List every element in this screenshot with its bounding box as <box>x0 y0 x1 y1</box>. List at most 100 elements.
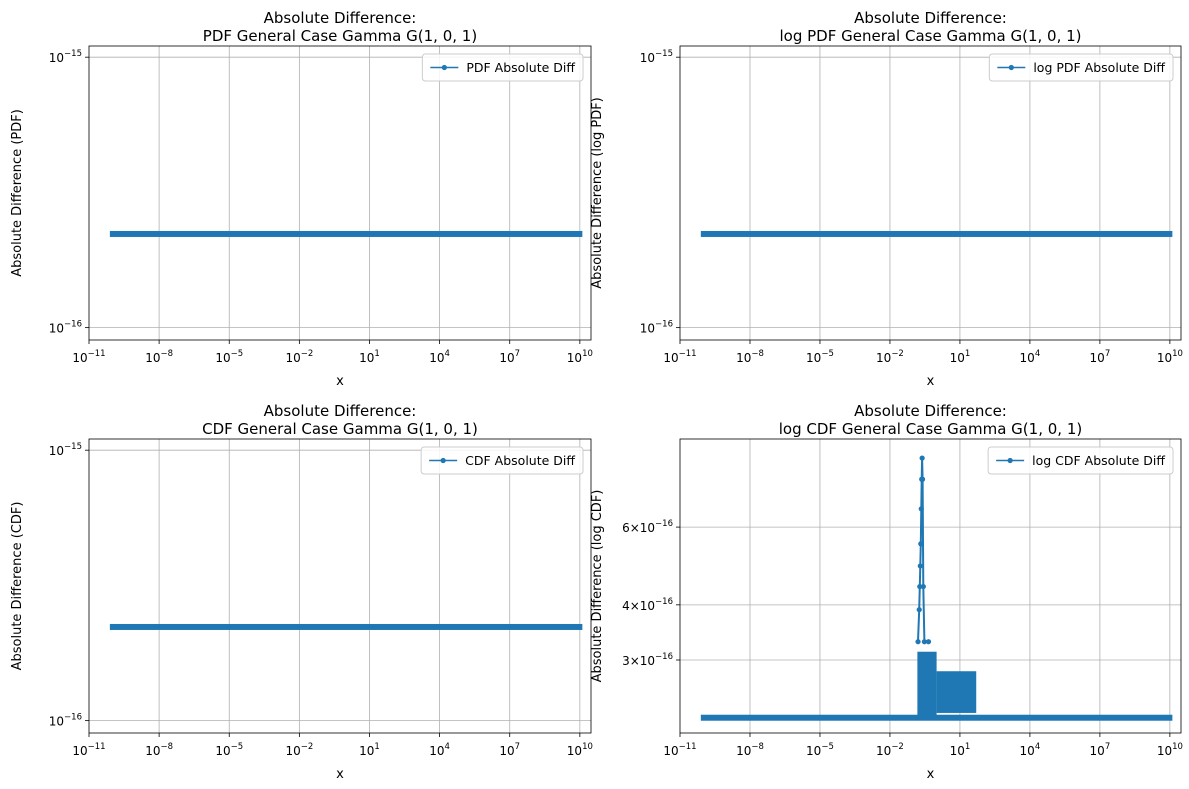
legend-box <box>988 53 1174 82</box>
x-tick-label: 101 <box>359 742 380 758</box>
x-tick-label: 107 <box>499 349 520 365</box>
axes-frame <box>88 45 592 341</box>
x-ticks: 10−11 10−8 10−5 10−2 101 104 107 1010 <box>72 340 593 365</box>
chart-title-line1: Absolute Difference: <box>854 402 1007 420</box>
x-tick-label: 107 <box>1090 349 1111 365</box>
spike-point <box>920 583 926 590</box>
x-tick-label: 10−8 <box>145 349 173 365</box>
y-tick-label: 3×10−16 <box>622 652 673 668</box>
x-tick-label: 10−2 <box>876 349 904 365</box>
subplot-pdf: 10−11 10−8 10−5 10−2 101 104 107 1010 10−16 10−15… <box>10 9 593 389</box>
x-tick-label: 10−5 <box>806 349 834 365</box>
legend: log PDF Absolute Diff <box>988 53 1174 82</box>
x-ticks: 10−11 10−8 10−5 10−2 101 104 107 1010 <box>72 733 593 758</box>
y-tick-label: 10−15 <box>49 442 82 458</box>
legend-box <box>420 446 584 475</box>
series-log-cdf <box>700 455 1173 721</box>
x-tick-label: 104 <box>1020 349 1041 365</box>
grid-lines <box>89 439 591 733</box>
x-tick-label: 1010 <box>1157 349 1183 365</box>
x-axis-label: x <box>336 767 344 782</box>
series-pdf <box>109 230 583 237</box>
axes-frame <box>679 438 1182 734</box>
y-tick-label: 10−15 <box>640 49 673 65</box>
x-axis-label: x <box>927 374 935 389</box>
spike-point <box>919 476 926 482</box>
x-tick-label: 10−11 <box>663 742 696 758</box>
spike-point <box>915 639 921 645</box>
grid-lines <box>680 46 1181 340</box>
x-tick-label: 101 <box>359 349 380 365</box>
y-tick-label: 10−15 <box>49 49 82 65</box>
legend: CDF Absolute Diff <box>420 446 584 475</box>
spike-point <box>918 541 924 547</box>
legend-box <box>421 53 584 82</box>
axes-frame <box>88 438 592 734</box>
x-tick-label: 10−2 <box>285 349 313 365</box>
x-tick-label: 10−8 <box>736 349 764 365</box>
chart-title-line2: PDF General Case Gamma G(1, 0, 1) <box>203 27 477 45</box>
y-axis-label: Absolute Difference (CDF) <box>10 502 25 671</box>
chart-title-line2: CDF General Case Gamma G(1, 0, 1) <box>202 420 478 438</box>
x-tick-label: 10−11 <box>72 742 105 758</box>
x-tick-label: 10−11 <box>72 349 105 365</box>
spike-point <box>918 506 924 512</box>
spike-line <box>917 458 929 643</box>
y-ticks: 10−16 10−15 <box>49 49 89 336</box>
legend-entry: log PDF Absolute Diff <box>1033 60 1165 75</box>
chart-title-line2: log CDF General Case Gamma G(1, 0, 1) <box>779 420 1082 438</box>
x-tick-label: 1010 <box>567 742 593 758</box>
chart-title-line1: Absolute Difference: <box>854 9 1007 27</box>
y-tick-label: 10−16 <box>49 320 82 336</box>
chart-title-line1: Absolute Difference: <box>264 9 417 27</box>
y-tick-label: 6×10−16 <box>622 519 673 535</box>
x-ticks: 10−11 10−8 10−5 10−2 101 104 107 1010 <box>663 733 1183 758</box>
legend: log CDF Absolute Diff <box>987 446 1174 475</box>
x-tick-label: 10−8 <box>736 742 764 758</box>
x-tick-label: 101 <box>950 742 971 758</box>
spike-point <box>925 639 932 645</box>
series-log-pdf <box>700 230 1173 237</box>
x-tick-label: 10−5 <box>215 349 243 365</box>
spike-point <box>917 563 923 569</box>
y-tick-label: 10−16 <box>49 713 82 729</box>
spike-point <box>921 639 928 645</box>
x-axis-label: x <box>336 374 344 389</box>
y-ticks: 3×10−16 4×10−16 6×10−16 <box>622 519 680 668</box>
x-axis-label: x <box>927 767 935 782</box>
x-ticks: 10−11 10−8 10−5 10−2 101 104 107 1010 <box>663 340 1183 365</box>
spike-point <box>916 607 922 613</box>
x-tick-label: 10−8 <box>145 742 173 758</box>
x-tick-label: 101 <box>950 349 971 365</box>
y-ticks: 10−16 10−15 <box>640 49 680 336</box>
x-tick-label: 10−2 <box>876 742 904 758</box>
x-tick-label: 107 <box>1090 742 1111 758</box>
subplot-log-pdf: 10−11 10−8 10−5 10−2 101 104 107 1010 10−16 10−15… <box>590 9 1183 389</box>
subplot-grid: 10−11 10−8 10−5 10−2 101 104 107 1010 10−16 10−15… <box>10 9 1183 782</box>
noisy-region <box>936 671 977 713</box>
x-tick-label: 1010 <box>567 349 593 365</box>
x-tick-label: 10−5 <box>806 742 834 758</box>
legend-entry: CDF Absolute Diff <box>465 453 575 468</box>
y-ticks: 10−16 10−15 <box>49 442 89 729</box>
x-tick-label: 104 <box>1020 742 1041 758</box>
subplot-log-cdf: 10−11 10−8 10−5 10−2 101 104 107 1010 3×10−16 4×1… <box>590 402 1183 782</box>
legend-marker <box>440 457 446 464</box>
subplot-cdf: 10−11 10−8 10−5 10−2 101 104 107 1010 10−16 10−15… <box>10 402 593 782</box>
x-tick-label: 104 <box>429 349 450 365</box>
legend-marker <box>441 64 447 71</box>
x-tick-label: 104 <box>429 742 450 758</box>
spike-point <box>917 583 923 590</box>
x-tick-label: 10−2 <box>285 742 313 758</box>
legend-marker <box>1007 457 1013 464</box>
noisy-region <box>917 651 937 720</box>
chart-title-line1: Absolute Difference: <box>264 402 417 420</box>
legend-marker <box>1008 64 1014 71</box>
spike-point <box>919 455 925 461</box>
x-tick-label: 107 <box>499 742 520 758</box>
grid-lines <box>89 46 591 340</box>
x-tick-label: 10−11 <box>663 349 696 365</box>
y-tick-label: 10−16 <box>640 320 673 336</box>
x-tick-label: 1010 <box>1157 742 1183 758</box>
